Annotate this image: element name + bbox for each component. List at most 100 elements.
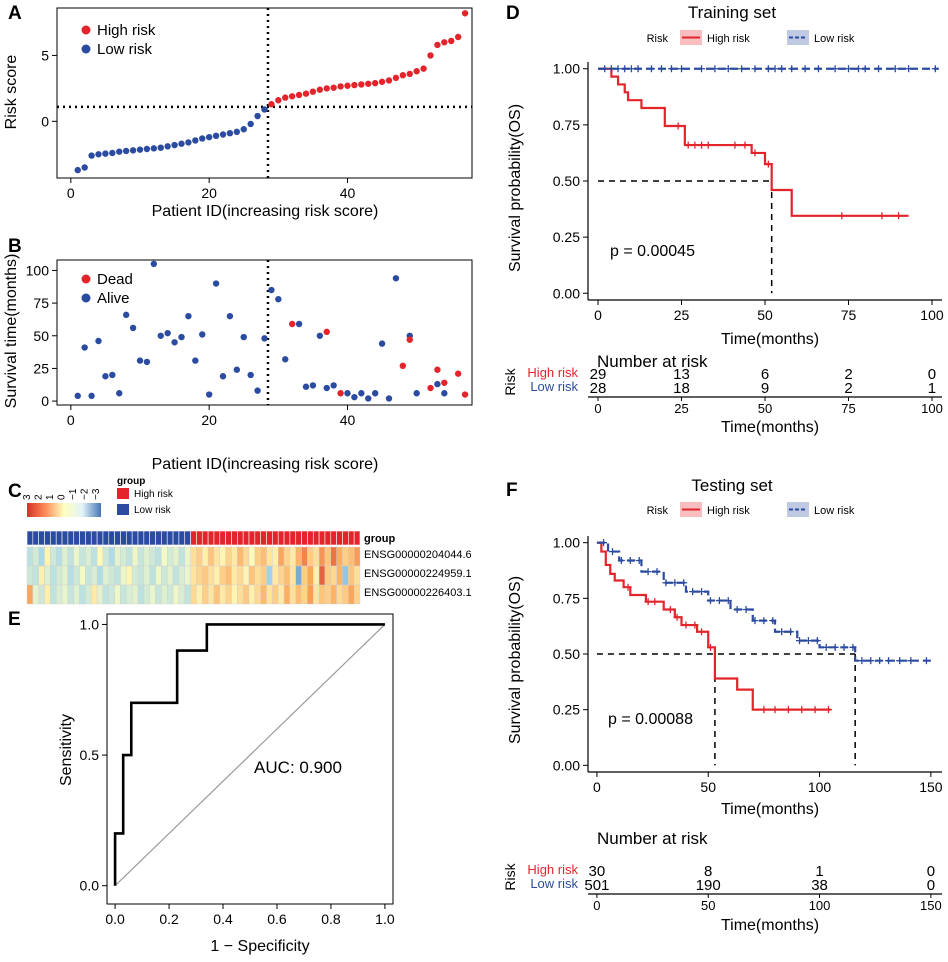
censor-mark-low-d-0 — [601, 65, 609, 73]
heatmap-cell-r0-c2 — [38, 546, 45, 567]
group-cell-8 — [73, 530, 80, 546]
risk-point-high-21 — [413, 68, 420, 75]
heatmap-cell-r0-c3 — [44, 546, 51, 567]
heatmap-cell-r1-c39 — [254, 565, 261, 586]
censor-mark-high-f-0 — [624, 583, 632, 591]
plot-border-e — [106, 613, 394, 905]
legend-label-low-d: Low risk — [814, 33, 855, 45]
heatmap-cell-r1-c40 — [260, 565, 267, 586]
survival-point-alive-1 — [81, 344, 88, 351]
row-label-gene-1: ENSG00000204044.6 — [364, 549, 472, 561]
heatmap-cell-r1-c18 — [131, 565, 139, 586]
heatmap-cell-r2-c23 — [161, 584, 168, 605]
survival-point-alive-18 — [199, 331, 206, 338]
heatmap-cell-r1-c28 — [190, 565, 197, 586]
legend-label-dead: Dead — [97, 271, 133, 288]
heatmap-cell-r0-c54 — [342, 546, 349, 567]
group-cell-35 — [231, 530, 238, 546]
group-cell-50 — [318, 530, 326, 546]
heatmap-cell-r0-c8 — [73, 546, 80, 567]
group-cell-18 — [131, 530, 139, 546]
x-tick-label-f-2: 100 — [808, 779, 832, 795]
heatmap-cell-r0-c48 — [307, 546, 314, 567]
y-tick-label-a-0: 0 — [41, 113, 49, 129]
legend-label-high-f: High risk — [707, 505, 750, 517]
survival-point-alive-21 — [219, 373, 227, 380]
heatmap-cell-r1-c42 — [272, 565, 279, 586]
heatmap-cell-r0-c37 — [242, 546, 250, 567]
survival-point-dead-8 — [454, 370, 462, 377]
y-tick-label-b-3: 75 — [33, 295, 49, 311]
censor-mark-low-f-10 — [689, 588, 697, 596]
x-tick-label-d-4: 100 — [920, 307, 944, 323]
x-tick-label-a-1: 20 — [201, 185, 217, 201]
heatmap-cell-r0-c10 — [85, 546, 92, 567]
heatmap-cell-r1-c45 — [289, 565, 296, 586]
heatmap-cell-r1-c5 — [56, 565, 63, 586]
heatmap-cell-r1-c29 — [196, 565, 203, 586]
censor-mark-high-f-8 — [706, 643, 714, 651]
censor-mark-low-f-35 — [922, 657, 930, 665]
heatmap-cell-r2-c7 — [67, 584, 74, 605]
heatmap-cell-r1-c7 — [67, 565, 74, 586]
risk-point-low-21 — [219, 131, 227, 138]
censor-mark-low-f-5 — [644, 568, 652, 576]
heatmap-cell-r1-c33 — [219, 565, 226, 586]
group-cell-55 — [348, 530, 355, 546]
survival-point-alive-20 — [212, 280, 220, 287]
heatmap-cell-r2-c50 — [318, 584, 326, 605]
risk-point-high-16 — [378, 78, 386, 85]
color-scale-label-5: −2 — [80, 488, 91, 500]
group-cell-56 — [353, 530, 361, 546]
heatmap-cell-r2-c25 — [172, 584, 180, 605]
risk-count-low-d-1: 18 — [673, 380, 690, 397]
heatmap-cell-r2-c26 — [178, 584, 185, 605]
y-axis-label-b: Survival time(months) — [3, 254, 20, 409]
group-cell-32 — [213, 530, 221, 546]
y-tick-label-e-2: 1.0 — [80, 616, 100, 632]
x-tick-label-b-2: 40 — [340, 412, 356, 428]
heatmap-cell-r1-c12 — [96, 565, 104, 586]
legend-a: High risk Low risk — [81, 22, 156, 58]
heatmap-cell-r1-c49 — [313, 565, 320, 586]
risk-point-high-28 — [461, 10, 469, 17]
y-tick-label-d-0: 0.00 — [553, 285, 580, 301]
survival-point-alive-9 — [136, 357, 144, 364]
heatmap-cell-r2-c3 — [44, 584, 51, 605]
censor-mark-low-f-33 — [896, 657, 904, 665]
heatmap-cell-r2-c39 — [254, 584, 261, 605]
survival-point-dead-2 — [337, 390, 344, 397]
survival-point-alive-12 — [157, 332, 164, 339]
panel-d-km-training: D Training set Risk High risk Low risk S… — [502, 3, 944, 436]
y-tick-label-e-1: 0.5 — [80, 747, 100, 763]
group-cell-43 — [277, 530, 285, 546]
group-cell-39 — [254, 530, 261, 546]
heatmap-cell-r0-c43 — [278, 546, 285, 567]
survival-point-dead-3 — [399, 362, 407, 370]
censor-mark-low-f-27 — [840, 643, 848, 651]
group-cell-38 — [248, 530, 256, 546]
group-cell-37 — [242, 530, 250, 546]
heatmap-cell-r0-c18 — [131, 546, 139, 567]
survival-point-dead-9 — [461, 391, 469, 398]
heatmap-cell-r1-c44 — [283, 565, 291, 586]
heatmap-cell-r2-c10 — [85, 584, 92, 605]
censor-mark-high-d-3 — [698, 141, 706, 149]
heatmap-cell-r0-c26 — [178, 546, 185, 567]
legend-label-low-risk: Low risk — [97, 41, 153, 58]
censor-mark-low-f-26 — [831, 643, 839, 651]
risk-point-high-13 — [358, 81, 365, 88]
roc-curve — [113, 623, 385, 886]
censor-mark-high-f-11 — [784, 706, 792, 714]
risk-row-label-high-d: High risk — [527, 365, 578, 380]
group-cell-54 — [342, 530, 349, 546]
y-tick-label-f-1: 0.25 — [553, 702, 580, 718]
censor-mark-low-d-5 — [634, 65, 642, 73]
legend-label-alive: Alive — [97, 290, 130, 307]
censor-mark-low-f-2 — [617, 556, 625, 564]
heatmap-cell-r1-c10 — [85, 565, 92, 586]
group-legend-high-swatch — [117, 488, 129, 499]
y-axis-label-d: Survival probability(OS) — [507, 104, 524, 272]
heatmap-cell-r2-c17 — [126, 584, 133, 605]
heatmap-cell-r0-c7 — [67, 546, 74, 567]
